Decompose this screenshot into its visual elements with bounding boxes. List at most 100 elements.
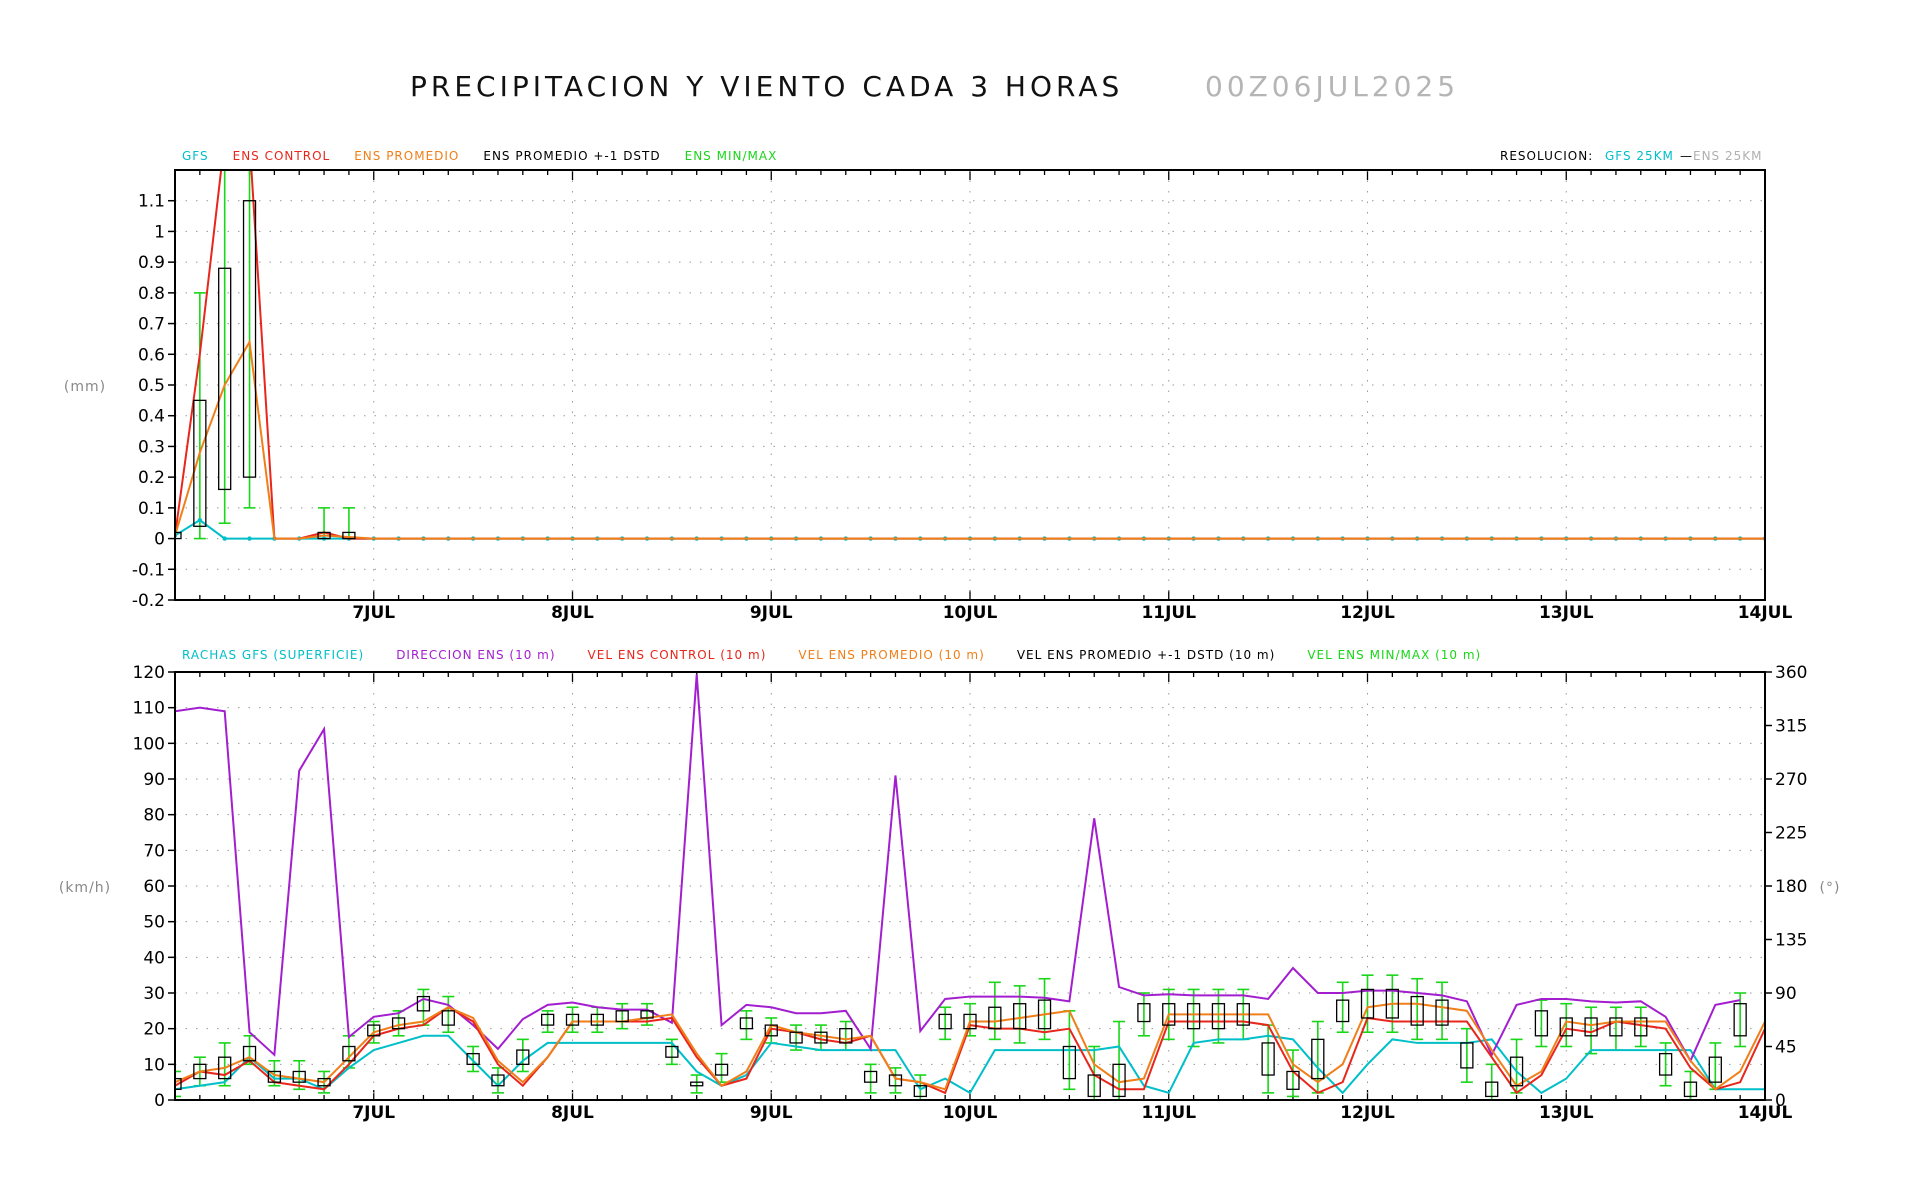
y-axis-label-right: (°) <box>1820 880 1841 896</box>
y-tick-label: 0.3 <box>138 437 165 457</box>
y-tick-label: -0.1 <box>132 560 165 580</box>
x-date-label: 8JUL <box>551 1103 594 1123</box>
y-tick-label: 10 <box>143 1055 165 1075</box>
y-tick-label: 0.1 <box>138 499 165 519</box>
dstd-box <box>1186 1003 1201 1030</box>
x-date-label: 7JUL <box>352 603 395 623</box>
dstd-box <box>1112 1063 1126 1098</box>
dstd-box <box>1385 988 1399 1019</box>
dstd-box <box>193 399 207 527</box>
y-tick-label: -0.2 <box>132 591 165 611</box>
dstd-box <box>1236 1003 1250 1026</box>
dstd-box <box>242 1045 257 1062</box>
legend-item: VEL ENS PROMEDIO (10 m) <box>798 648 984 662</box>
series-line-2 <box>175 338 1765 540</box>
legend-item: VEL ENS PROMEDIO +-1 DSTD (10 m) <box>1017 648 1276 662</box>
dstd-box <box>1286 1070 1300 1090</box>
y-tick-label: 70 <box>143 841 165 861</box>
dstd-box <box>317 531 331 540</box>
series-line-0 <box>175 518 1765 540</box>
dstd-box <box>1683 1081 1698 1098</box>
legend-item: ENS PROMEDIO <box>354 149 459 163</box>
y-tick-label-right: 180 <box>1775 877 1807 897</box>
dstd-box <box>367 1024 381 1037</box>
x-date-label: 13JUL <box>1539 603 1594 623</box>
dstd-box <box>888 1074 903 1087</box>
dstd-box <box>541 1013 555 1026</box>
series-line-3 <box>175 1002 1765 1091</box>
dstd-box <box>590 1013 604 1026</box>
dstd-box <box>342 1045 356 1062</box>
dstd-box <box>640 1010 654 1019</box>
x-date-label: 9JUL <box>750 603 793 623</box>
dstd-box <box>466 1052 480 1065</box>
dstd-box <box>714 1063 729 1076</box>
dstd-box <box>690 1081 704 1087</box>
dstd-box <box>1609 1017 1623 1037</box>
y-tick-label-right: 90 <box>1775 984 1797 1004</box>
y-tick-label: 110 <box>133 699 165 719</box>
dstd-box <box>565 1013 580 1026</box>
y-tick-label: 30 <box>143 984 165 1004</box>
dstd-box <box>863 1070 878 1083</box>
x-date-label: 11JUL <box>1141 1103 1196 1123</box>
y-tick-label: 0.5 <box>138 376 165 396</box>
x-date-label: 13JUL <box>1539 1103 1594 1123</box>
dstd-box <box>1062 1045 1077 1080</box>
dstd-box <box>1211 1003 1226 1030</box>
precipitation-panel: -0.2 -0.1 0 0.1 0.2 0.3 0.4 0.5 0.6 0.7 0.8 0.9 1 1.1… <box>64 149 1793 623</box>
y-tick-label: 120 <box>133 663 165 683</box>
y-tick-label: 80 <box>143 806 165 826</box>
dstd-box <box>391 1017 406 1030</box>
legend-item: VEL ENS CONTROL (10 m) <box>588 648 767 662</box>
series-line-0 <box>175 1034 1765 1095</box>
x-date-label: 7JUL <box>352 1103 395 1123</box>
dstd-box <box>218 267 232 491</box>
dstd-box <box>665 1045 679 1058</box>
dstd-box <box>1634 1017 1648 1037</box>
x-date-label: 14JUL <box>1738 1103 1793 1123</box>
legend-item: ENS MIN/MAX <box>685 149 778 163</box>
gfs-point <box>197 517 203 523</box>
dstd-box <box>1733 1003 1747 1037</box>
legend-resolucion-ens: ENS 25KM <box>1693 149 1762 163</box>
y-tick-label: 1 <box>154 222 165 242</box>
y-tick-label: 90 <box>143 770 165 790</box>
series-line-2 <box>175 1006 1765 1095</box>
y-tick-label: 0.2 <box>138 468 165 488</box>
gfs-point <box>222 536 227 541</box>
y-tick-label: 0 <box>154 530 165 550</box>
dstd-box <box>267 1070 282 1083</box>
y-tick-label: 40 <box>143 948 165 968</box>
y-tick-label-right: 135 <box>1775 931 1807 951</box>
y-axis-label: (km/h) <box>59 880 111 896</box>
dstd-box <box>1534 1010 1549 1037</box>
y-tick-label-right: 315 <box>1775 717 1807 737</box>
legend-item: DIRECCION ENS (10 m) <box>396 648 555 662</box>
dstd-box <box>1708 1056 1722 1083</box>
dstd-box <box>1410 995 1424 1026</box>
x-date-label: 14JUL <box>1738 603 1793 623</box>
dstd-box <box>1559 1017 1573 1037</box>
y-tick-label: 0.7 <box>138 315 165 335</box>
dstd-box <box>1137 1003 1151 1023</box>
x-date-label: 9JUL <box>750 1103 793 1123</box>
legend-item: GFS <box>182 149 209 163</box>
legend-resolucion-sep: — <box>1680 149 1693 163</box>
dstd-box <box>839 1028 853 1044</box>
dstd-box <box>1013 1003 1027 1030</box>
plot-area <box>175 170 1765 541</box>
y-tick-label: 0.4 <box>138 407 165 427</box>
dstd-box <box>1162 1003 1176 1026</box>
dstd-box <box>963 1013 977 1030</box>
dstd-box <box>193 1063 207 1080</box>
chart-date: 00Z06JUL2025 <box>1205 70 1459 103</box>
dstd-box <box>175 1077 182 1090</box>
dstd-box <box>317 1077 331 1087</box>
dstd-box <box>1485 1081 1499 1098</box>
dstd-box <box>516 1049 530 1065</box>
dstd-box <box>764 1024 778 1037</box>
dstd-box <box>1460 1042 1474 1069</box>
dstd-box <box>175 531 182 540</box>
